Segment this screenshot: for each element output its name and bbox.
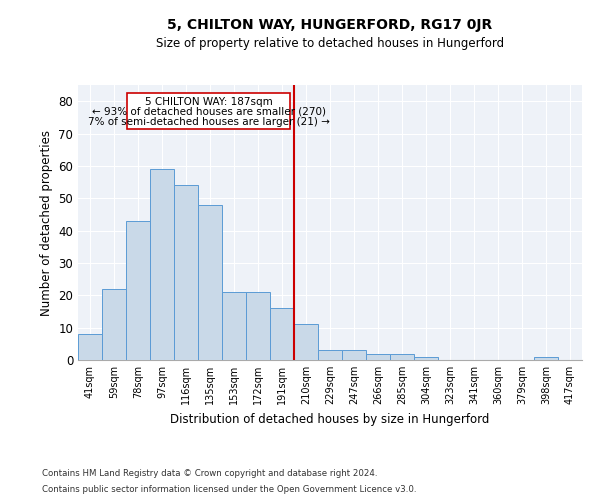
Text: Size of property relative to detached houses in Hungerford: Size of property relative to detached ho… [156, 38, 504, 51]
Text: Contains public sector information licensed under the Open Government Licence v3: Contains public sector information licen… [42, 485, 416, 494]
Bar [174, 186, 198, 360]
Bar [294, 324, 318, 360]
Y-axis label: Number of detached properties: Number of detached properties [40, 130, 53, 316]
Bar [534, 357, 558, 360]
Text: 5, CHILTON WAY, HUNGERFORD, RG17 0JR: 5, CHILTON WAY, HUNGERFORD, RG17 0JR [167, 18, 493, 32]
Text: Contains HM Land Registry data © Crown copyright and database right 2024.: Contains HM Land Registry data © Crown c… [42, 468, 377, 477]
X-axis label: Distribution of detached houses by size in Hungerford: Distribution of detached houses by size … [170, 412, 490, 426]
Bar [390, 354, 414, 360]
Bar [102, 289, 126, 360]
Text: 5 CHILTON WAY: 187sqm: 5 CHILTON WAY: 187sqm [145, 98, 272, 108]
Bar [246, 292, 270, 360]
FancyBboxPatch shape [127, 93, 290, 128]
Text: 7% of semi-detached houses are larger (21) →: 7% of semi-detached houses are larger (2… [88, 116, 330, 126]
Bar [270, 308, 294, 360]
Bar [414, 357, 438, 360]
Bar [366, 354, 390, 360]
Text: ← 93% of detached houses are smaller (270): ← 93% of detached houses are smaller (27… [92, 107, 326, 117]
Bar [150, 169, 174, 360]
Bar [78, 334, 102, 360]
Bar [222, 292, 246, 360]
Bar [198, 204, 222, 360]
Bar [342, 350, 366, 360]
Bar [318, 350, 342, 360]
Bar [126, 221, 150, 360]
